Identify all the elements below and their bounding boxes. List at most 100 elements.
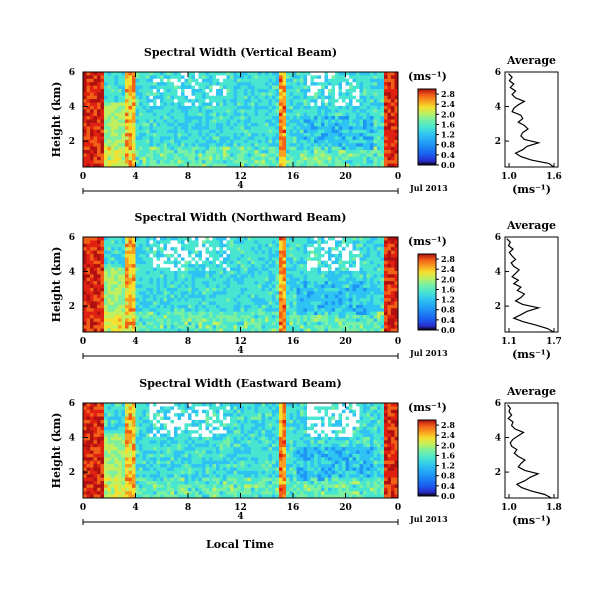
average-profile-line: [506, 238, 554, 333]
average-profile-line: [508, 73, 554, 168]
average-title: Average: [506, 54, 556, 67]
colorbar-tick-label: 2.0: [441, 109, 455, 119]
average-x-label: (ms⁻¹): [512, 183, 551, 196]
colorbar-tick-label: 1.6: [441, 119, 455, 129]
colorbar-unit: (ms⁻¹): [408, 235, 447, 248]
colorbar-tick-label: 2.8: [441, 420, 455, 430]
x-tick-label: 0: [395, 172, 401, 182]
colorbar-tick-label: 0.4: [441, 315, 455, 325]
colorbar-tick-label: 2.8: [441, 254, 455, 264]
colorbar: [417, 419, 437, 497]
x-tick-label: 12: [234, 337, 247, 347]
x-tick-label: 20: [339, 172, 352, 182]
x-tick-label: 4: [132, 503, 138, 513]
date-axis-tick: 4: [237, 512, 243, 522]
x-tick-label: 20: [339, 337, 352, 347]
date-axis-tick: 4: [237, 181, 243, 191]
panel-title: Spectral Width (Eastward Beam): [139, 377, 341, 390]
x-tick-label: 4: [132, 337, 138, 347]
x-axis-label: Local Time: [206, 538, 274, 551]
colorbar-tick-label: 2.0: [441, 274, 455, 284]
average-y-tick-label: 4: [495, 268, 501, 278]
x-tick-label: 8: [185, 337, 191, 347]
colorbar-tick-label: 0.8: [441, 305, 455, 315]
x-tick-label: 4: [132, 172, 138, 182]
colorbar-tick-label: 2.4: [441, 430, 455, 440]
x-tick-label: 0: [80, 337, 86, 347]
panel-title: Spectral Width (Northward Beam): [135, 211, 347, 224]
panel-1: Spectral Width (Vertical Beam)0 4 8 12 16 20 0…: [50, 46, 562, 196]
colorbar-tick-label: 2.4: [441, 99, 455, 109]
average-x-label: (ms⁻¹): [512, 348, 551, 361]
average-x-label: (ms⁻¹): [512, 514, 551, 527]
y-axis-label: Height (km): [50, 413, 63, 489]
heatmap-cells: [83, 403, 399, 499]
colorbar-unit: (ms⁻¹): [408, 401, 447, 414]
y-tick-label: 6: [69, 399, 75, 409]
x-tick-label: 12: [234, 172, 247, 182]
y-tick-label: 4: [69, 268, 75, 278]
colorbar-tick-label: 1.2: [441, 461, 455, 471]
panel-3: Spectral Width (Eastward Beam)0 4 8 12 16 20 0…: [50, 377, 562, 527]
heatmap-cells: [83, 72, 399, 168]
colorbar-tick-label: 0.0: [441, 325, 455, 335]
x-tick-label: 0: [395, 503, 401, 513]
y-tick-label: 2: [69, 468, 75, 478]
x-tick-label: 0: [80, 503, 86, 513]
date-label: Jul 2013: [409, 183, 448, 193]
average-title: Average: [506, 219, 556, 232]
colorbar-tick-label: 0.8: [441, 140, 455, 150]
average-y-tick-label: 2: [495, 137, 501, 147]
x-tick-label: 8: [185, 172, 191, 182]
y-tick-label: 2: [69, 137, 75, 147]
average-profile-line: [507, 404, 552, 499]
colorbar-tick-label: 0.0: [441, 160, 455, 170]
y-axis-label: Height (km): [50, 247, 63, 323]
y-tick-label: 6: [69, 233, 75, 243]
average-x-tick-label: 1.8: [546, 503, 562, 513]
y-tick-label: 6: [69, 68, 75, 78]
average-y-tick-label: 6: [495, 399, 501, 409]
date-axis-tick: 4: [237, 346, 243, 356]
average-y-tick-label: 4: [495, 103, 501, 113]
x-tick-label: 16: [287, 172, 300, 182]
average-y-tick-label: 2: [495, 468, 501, 478]
average-frame: [504, 71, 559, 168]
average-frame: [504, 236, 559, 333]
average-x-tick-label: 1.6: [546, 172, 562, 182]
colorbar-tick-label: 1.6: [441, 284, 455, 294]
colorbar-tick-label: 1.2: [441, 295, 455, 305]
x-tick-label: 0: [80, 172, 86, 182]
average-x-tick-label: 1.1: [501, 337, 517, 347]
colorbar-tick-label: 2.4: [441, 264, 455, 274]
colorbar-tick-label: 1.2: [441, 130, 455, 140]
date-label: Jul 2013: [409, 348, 448, 358]
average-x-tick-label: 1.0: [501, 172, 517, 182]
heatmap-cells: [83, 237, 399, 333]
x-tick-label: 20: [339, 503, 352, 513]
colorbar: [417, 253, 437, 331]
average-y-tick-label: 6: [495, 233, 501, 243]
average-x-tick-label: 1.7: [546, 337, 562, 347]
colorbar-tick-label: 0.0: [441, 491, 455, 501]
colorbar-tick-label: 2.0: [441, 440, 455, 450]
x-tick-label: 12: [234, 503, 247, 513]
colorbar: [417, 88, 437, 166]
colorbar-tick-label: 1.6: [441, 450, 455, 460]
colorbar-tick-label: 0.4: [441, 150, 455, 160]
x-tick-label: 16: [287, 337, 300, 347]
colorbar-tick-label: 0.8: [441, 471, 455, 481]
x-tick-label: 8: [185, 503, 191, 513]
y-tick-label: 2: [69, 302, 75, 312]
average-frame: [504, 402, 559, 499]
x-tick-label: 0: [395, 337, 401, 347]
average-x-tick-label: 1.0: [501, 503, 517, 513]
average-y-tick-label: 6: [495, 68, 501, 78]
x-tick-label: 16: [287, 503, 300, 513]
panel-title: Spectral Width (Vertical Beam): [144, 46, 337, 59]
colorbar-tick-label: 0.4: [441, 481, 455, 491]
average-title: Average: [506, 385, 556, 398]
colorbar-unit: (ms⁻¹): [408, 70, 447, 83]
y-tick-label: 4: [69, 434, 75, 444]
